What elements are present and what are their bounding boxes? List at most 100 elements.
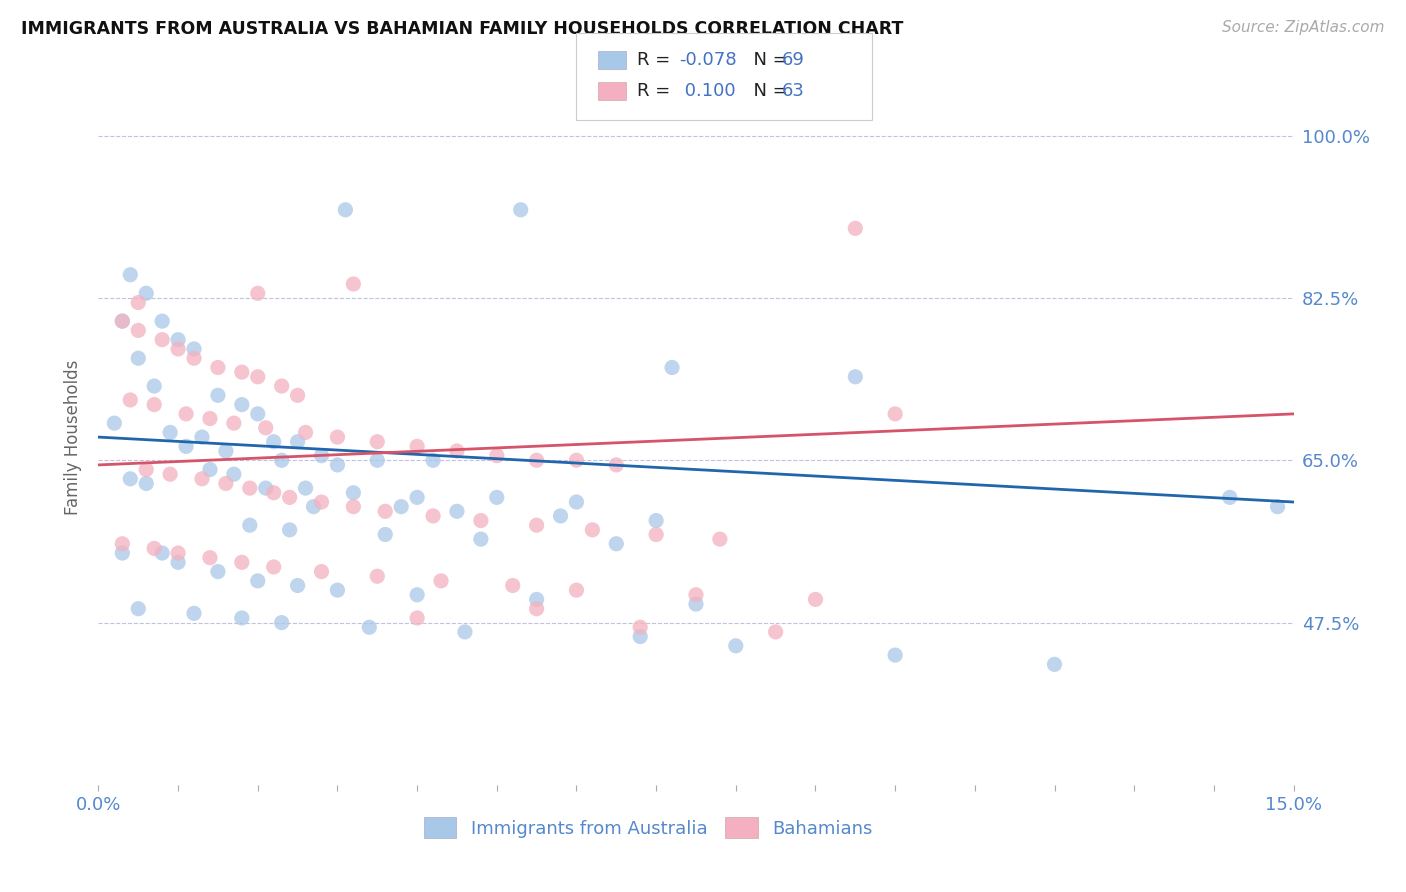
Point bbox=[287, 578, 309, 592]
Point bbox=[198, 550, 221, 565]
Point bbox=[645, 527, 668, 541]
Text: N =: N = bbox=[742, 51, 794, 69]
Point bbox=[183, 342, 205, 356]
Point bbox=[135, 286, 157, 301]
Point bbox=[246, 286, 269, 301]
Point bbox=[366, 453, 388, 467]
Point bbox=[198, 462, 221, 476]
Point bbox=[359, 620, 381, 634]
Point bbox=[207, 360, 229, 375]
Point bbox=[120, 472, 142, 486]
Legend: Immigrants from Australia, Bahamians: Immigrants from Australia, Bahamians bbox=[416, 810, 880, 846]
Point bbox=[143, 398, 166, 412]
Point bbox=[254, 481, 277, 495]
Point bbox=[167, 342, 190, 356]
Point bbox=[406, 611, 429, 625]
Point bbox=[231, 555, 253, 569]
Point bbox=[804, 592, 827, 607]
Point bbox=[127, 295, 149, 310]
Point bbox=[120, 392, 142, 407]
Text: N =: N = bbox=[742, 82, 794, 100]
Point bbox=[239, 481, 262, 495]
Point bbox=[111, 314, 134, 328]
Point bbox=[685, 597, 707, 611]
Point bbox=[103, 416, 125, 430]
Point bbox=[311, 565, 333, 579]
Point bbox=[135, 462, 157, 476]
Point bbox=[183, 607, 205, 621]
Point bbox=[174, 439, 197, 453]
Point bbox=[366, 434, 388, 449]
Text: R =: R = bbox=[637, 51, 676, 69]
Point bbox=[246, 369, 269, 384]
Point bbox=[302, 500, 325, 514]
Point bbox=[605, 458, 627, 472]
Point bbox=[231, 398, 253, 412]
Point bbox=[422, 508, 444, 523]
Y-axis label: Family Households: Family Households bbox=[65, 359, 83, 515]
Point bbox=[470, 514, 492, 528]
Point bbox=[167, 333, 190, 347]
Point bbox=[143, 379, 166, 393]
Point bbox=[446, 504, 468, 518]
Point bbox=[406, 439, 429, 453]
Point bbox=[884, 407, 907, 421]
Point bbox=[239, 518, 262, 533]
Point bbox=[526, 601, 548, 615]
Point bbox=[342, 500, 364, 514]
Point bbox=[215, 476, 238, 491]
Point bbox=[127, 601, 149, 615]
Text: 0.100: 0.100 bbox=[679, 82, 735, 100]
Point bbox=[565, 453, 588, 467]
Text: 69: 69 bbox=[782, 51, 804, 69]
Point bbox=[844, 221, 866, 235]
Point bbox=[222, 467, 245, 482]
Point bbox=[254, 421, 277, 435]
Point bbox=[565, 495, 588, 509]
Point bbox=[406, 588, 429, 602]
Point bbox=[1267, 500, 1289, 514]
Point bbox=[661, 360, 683, 375]
Point bbox=[485, 491, 508, 505]
Point bbox=[159, 425, 181, 440]
Point bbox=[270, 615, 292, 630]
Point bbox=[326, 430, 349, 444]
Point bbox=[724, 639, 747, 653]
Point bbox=[335, 202, 357, 217]
Point bbox=[294, 481, 316, 495]
Point bbox=[526, 592, 548, 607]
Text: -0.078: -0.078 bbox=[679, 51, 737, 69]
Point bbox=[159, 467, 181, 482]
Point bbox=[326, 458, 349, 472]
Point bbox=[326, 583, 349, 598]
Point bbox=[311, 495, 333, 509]
Point bbox=[270, 453, 292, 467]
Point bbox=[485, 449, 508, 463]
Point bbox=[526, 518, 548, 533]
Point bbox=[342, 277, 364, 291]
Point bbox=[120, 268, 142, 282]
Point bbox=[509, 202, 531, 217]
Point bbox=[366, 569, 388, 583]
Point bbox=[430, 574, 453, 588]
Point bbox=[143, 541, 166, 556]
Text: R =: R = bbox=[637, 82, 676, 100]
Point bbox=[207, 388, 229, 402]
Point bbox=[294, 425, 316, 440]
Text: 63: 63 bbox=[782, 82, 804, 100]
Point bbox=[263, 434, 285, 449]
Point bbox=[111, 546, 134, 560]
Point bbox=[565, 583, 588, 598]
Point bbox=[270, 379, 292, 393]
Point bbox=[167, 546, 190, 560]
Point bbox=[374, 504, 396, 518]
Point bbox=[183, 351, 205, 366]
Point bbox=[342, 485, 364, 500]
Point bbox=[605, 537, 627, 551]
Point bbox=[765, 624, 787, 639]
Point bbox=[1043, 657, 1066, 672]
Point bbox=[287, 388, 309, 402]
Point bbox=[207, 565, 229, 579]
Point bbox=[374, 527, 396, 541]
Point bbox=[174, 407, 197, 421]
